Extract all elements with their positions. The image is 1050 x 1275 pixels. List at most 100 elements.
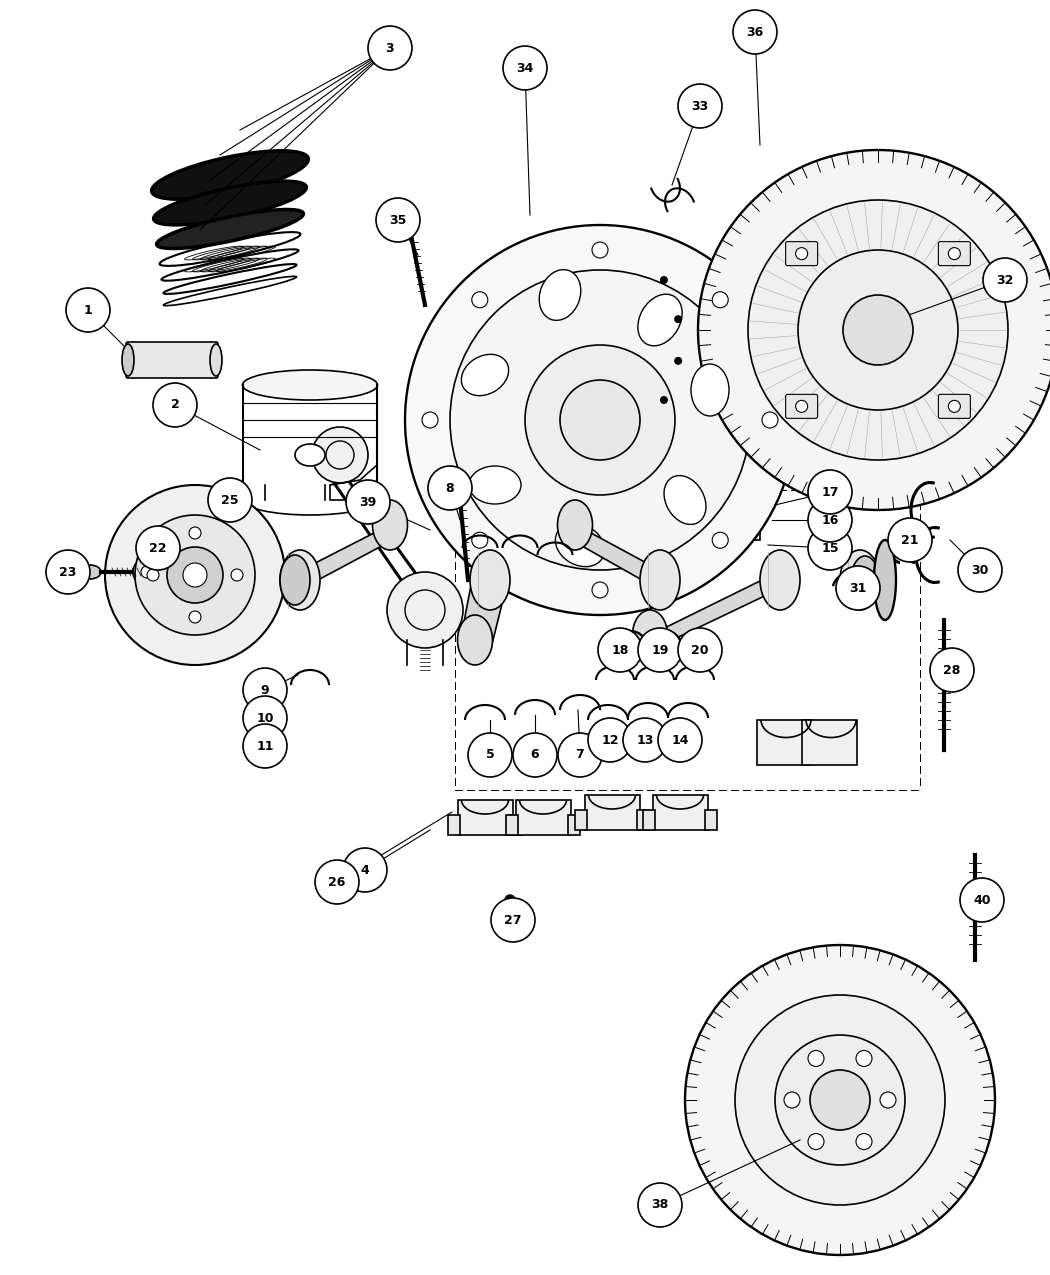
Ellipse shape: [156, 209, 303, 249]
Circle shape: [376, 198, 420, 242]
Circle shape: [505, 895, 514, 905]
Text: 39: 39: [359, 496, 377, 509]
Text: 7: 7: [575, 748, 585, 761]
Bar: [575, 810, 587, 830]
Ellipse shape: [691, 363, 729, 416]
Circle shape: [66, 288, 110, 332]
Polygon shape: [459, 580, 508, 648]
FancyBboxPatch shape: [126, 342, 218, 377]
Circle shape: [856, 1051, 872, 1066]
Circle shape: [948, 400, 961, 412]
Text: 35: 35: [390, 213, 406, 227]
FancyBboxPatch shape: [785, 394, 818, 418]
Text: 15: 15: [821, 542, 839, 555]
Circle shape: [346, 479, 390, 524]
Ellipse shape: [151, 150, 309, 199]
Circle shape: [638, 629, 682, 672]
Bar: [653, 796, 708, 830]
Circle shape: [243, 724, 287, 768]
Bar: [643, 810, 655, 830]
Circle shape: [808, 1133, 824, 1150]
Text: 26: 26: [329, 876, 345, 889]
Circle shape: [808, 527, 852, 570]
Circle shape: [450, 270, 750, 570]
Ellipse shape: [461, 354, 508, 395]
Polygon shape: [634, 580, 798, 643]
Ellipse shape: [295, 444, 326, 465]
Circle shape: [948, 247, 961, 260]
Circle shape: [796, 247, 807, 260]
Circle shape: [678, 84, 722, 128]
Bar: [510, 815, 522, 835]
Ellipse shape: [760, 550, 800, 609]
Circle shape: [405, 224, 795, 615]
Circle shape: [748, 200, 1008, 460]
FancyBboxPatch shape: [785, 242, 818, 265]
Circle shape: [167, 547, 223, 603]
Text: 21: 21: [901, 533, 919, 547]
Text: 11: 11: [256, 740, 274, 752]
Text: 20: 20: [691, 644, 709, 657]
Circle shape: [762, 412, 778, 428]
Bar: [705, 810, 717, 830]
Ellipse shape: [470, 550, 510, 609]
FancyBboxPatch shape: [939, 242, 970, 265]
Circle shape: [796, 400, 807, 412]
Circle shape: [983, 258, 1027, 302]
Circle shape: [243, 668, 287, 711]
Ellipse shape: [373, 500, 407, 550]
Circle shape: [735, 994, 945, 1205]
Circle shape: [46, 550, 90, 594]
Text: 16: 16: [821, 514, 839, 527]
FancyBboxPatch shape: [939, 394, 970, 418]
Circle shape: [135, 515, 255, 635]
Text: 2: 2: [170, 399, 180, 412]
Text: 1: 1: [84, 303, 92, 316]
Circle shape: [231, 569, 243, 581]
Polygon shape: [282, 533, 406, 580]
Circle shape: [658, 718, 702, 762]
Text: 10: 10: [256, 711, 274, 724]
Ellipse shape: [558, 500, 592, 550]
Circle shape: [189, 611, 201, 623]
Circle shape: [698, 150, 1050, 510]
Text: 36: 36: [747, 26, 763, 38]
Text: 22: 22: [149, 542, 167, 555]
Text: 33: 33: [691, 99, 709, 112]
Bar: [506, 815, 518, 835]
Circle shape: [843, 295, 914, 365]
Circle shape: [659, 397, 668, 404]
Circle shape: [674, 357, 682, 365]
Circle shape: [136, 527, 180, 570]
Circle shape: [930, 648, 974, 692]
Text: 34: 34: [517, 61, 533, 74]
Circle shape: [141, 566, 153, 578]
Ellipse shape: [280, 555, 310, 606]
Circle shape: [808, 470, 852, 514]
Ellipse shape: [850, 556, 879, 604]
Circle shape: [638, 1183, 682, 1227]
Text: 31: 31: [849, 581, 866, 594]
Text: 25: 25: [222, 493, 238, 506]
Ellipse shape: [79, 565, 101, 579]
Circle shape: [491, 898, 536, 942]
Text: 27: 27: [504, 913, 522, 927]
Bar: [637, 810, 649, 830]
Text: 23: 23: [59, 566, 77, 579]
Ellipse shape: [210, 344, 222, 376]
Circle shape: [422, 412, 438, 428]
Text: 28: 28: [943, 663, 961, 677]
Circle shape: [733, 10, 777, 54]
Circle shape: [183, 564, 207, 586]
Circle shape: [958, 548, 1002, 592]
Circle shape: [960, 878, 1004, 922]
Text: 30: 30: [971, 564, 989, 576]
Circle shape: [810, 1070, 870, 1130]
Text: 40: 40: [973, 894, 991, 907]
Circle shape: [189, 527, 201, 539]
Text: 5: 5: [485, 748, 495, 761]
Circle shape: [428, 465, 472, 510]
Circle shape: [208, 478, 252, 521]
Text: 13: 13: [636, 733, 654, 746]
Circle shape: [623, 718, 667, 762]
